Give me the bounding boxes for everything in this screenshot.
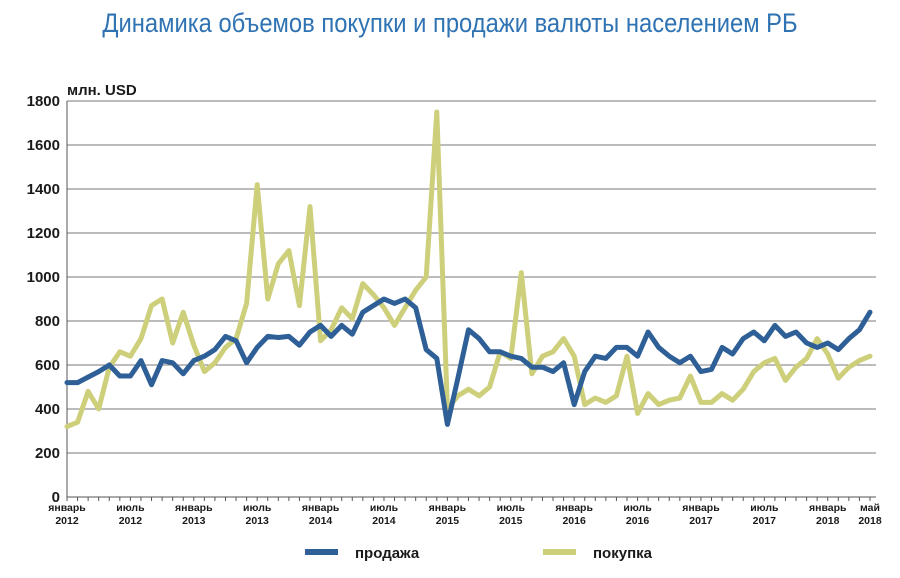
x-tick-label-month: июль [116,502,145,514]
x-tick-label-year: 2014 [309,515,333,527]
x-tick-label-year: 2016 [626,515,650,527]
x-tick-label-month: январь [175,502,213,514]
y-axis-ticks: 0 200 400 600 800 1000 1200 1400 1600 1800 [27,93,60,506]
y-tick-label: 1600 [27,137,60,154]
legend-label-0: продажа [355,545,420,562]
x-tick-label-year: 2015 [499,515,523,527]
series-line-0 [64,296,873,427]
x-tick-label-year: 2018 [816,515,840,527]
x-tick-label-month: июль [750,502,779,514]
grid-lines [67,100,876,454]
x-tick-label-year: 2013 [182,515,206,527]
x-tick-label-month: январь [555,502,593,514]
x-tick-label-month: июль [497,502,526,514]
x-tick-label-month: май [860,502,880,514]
series-line-1 [64,109,873,430]
axes [66,101,876,498]
y-tick-label: 600 [35,357,60,374]
chart-title: Динамика объемов покупки и продажи валют… [102,8,798,38]
x-tick-label-year: 2018 [858,515,882,527]
x-tick-label-year: 2016 [562,515,586,527]
x-tick-label-month: январь [48,502,86,514]
x-tick-label-month: июль [370,502,399,514]
x-tick-label-year: 2017 [689,515,713,527]
x-tick-label-year: 2013 [246,515,270,527]
legend-label-1: покупка [593,545,653,562]
series-lines [64,109,873,430]
y-tick-label: 1200 [27,225,60,242]
x-axis-ticks: январь2012июль2012январь2013июль2013янва… [48,497,882,527]
x-tick-label-month: июль [243,502,272,514]
x-tick-label-month: январь [302,502,340,514]
y-tick-label: 1000 [27,269,60,286]
x-tick-label-year: 2015 [436,515,460,527]
y-tick-label: 1400 [27,181,60,198]
x-tick-label-year: 2017 [753,515,777,527]
x-tick-label-year: 2012 [55,515,79,527]
y-tick-label: 0 [52,489,60,506]
x-tick-label-month: январь [682,502,720,514]
legend: продажа покупка [305,545,653,562]
y-tick-label: 1800 [27,93,60,110]
x-tick-label-month: январь [429,502,467,514]
y-tick-label: 200 [35,445,60,462]
x-tick-label-month: январь [809,502,847,514]
x-tick-label-year: 2014 [372,515,396,527]
y-tick-label: 400 [35,401,60,418]
x-tick-label-year: 2012 [119,515,143,527]
y-axis-label: млн. USD [67,82,137,99]
x-tick-label-month: июль [623,502,652,514]
y-tick-label: 800 [35,313,60,330]
